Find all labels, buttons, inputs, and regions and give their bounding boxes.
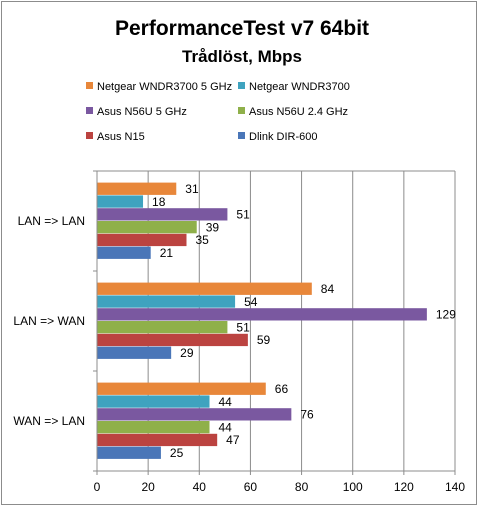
bar: [97, 233, 187, 247]
data-label: 66: [275, 382, 289, 396]
legend-label: Dlink DIR-600: [249, 131, 317, 143]
bar: [97, 382, 266, 395]
bar: [97, 446, 161, 459]
data-label: 51: [236, 320, 250, 334]
data-label: 47: [226, 433, 240, 447]
data-label: 44: [219, 395, 233, 409]
x-tick-label: 0: [94, 480, 101, 494]
data-label: 18: [152, 195, 166, 209]
bar: [97, 246, 151, 259]
bar: [97, 395, 210, 408]
bar: [97, 421, 210, 434]
data-label: 51: [236, 208, 250, 222]
bar: [97, 208, 228, 221]
legend: Netgear WNDR3700 5 GHz Netgear WNDR3700 As…: [86, 81, 350, 143]
bar: [97, 308, 427, 321]
data-label: 31: [185, 182, 199, 196]
bar: [97, 321, 228, 334]
bar: [97, 408, 292, 421]
x-tick-label: 80: [295, 480, 309, 494]
category-label: LAN => WAN: [13, 314, 85, 328]
bar: [97, 282, 312, 295]
chart-title: PerformanceTest v7 64bit: [115, 17, 369, 40]
bar: [97, 433, 218, 447]
bar: [97, 195, 144, 208]
x-tick-label: 20: [141, 480, 155, 494]
x-tick-label: 100: [343, 480, 363, 494]
category-label: WAN => LAN: [13, 414, 85, 428]
data-label: 21: [160, 246, 174, 260]
legend-label: Netgear WNDR3700: [249, 81, 350, 93]
legend-swatch: [86, 132, 93, 139]
legend-label: Asus N15: [97, 131, 145, 143]
legend-label: Asus N56U 2.4 GHz: [249, 106, 348, 118]
bar: [97, 182, 177, 195]
data-label: 59: [257, 333, 271, 347]
legend-swatch: [238, 82, 245, 89]
data-label: 129: [436, 308, 456, 322]
data-label: 29: [180, 346, 194, 360]
data-label: 39: [206, 220, 220, 234]
data-label: 76: [300, 408, 314, 422]
bar: [97, 295, 236, 308]
legend-swatch: [238, 132, 245, 139]
legend-label: Netgear WNDR3700 5 GHz: [97, 81, 232, 93]
x-tick-label: 40: [193, 480, 207, 494]
x-tick-label: 60: [244, 480, 258, 494]
data-label: 54: [244, 295, 258, 309]
x-tick-label: 140: [445, 480, 465, 494]
data-label: 84: [321, 282, 335, 296]
category-label: LAN => LAN: [18, 214, 85, 228]
bar: [97, 221, 197, 234]
bar: [97, 333, 248, 347]
chart-subtitle: Trådlöst, Mbps: [182, 47, 302, 66]
legend-label: Asus N56U 5 GHz: [97, 106, 187, 118]
legend-swatch: [86, 82, 93, 89]
x-tick-label: 120: [394, 480, 414, 494]
bar: [97, 346, 172, 359]
axis: 0 20 40 60 80 100 120 140 LAN => LAN LAN => WAN WA…: [13, 170, 465, 494]
legend-swatch: [86, 107, 93, 114]
data-label: 25: [170, 446, 184, 460]
data-label: 44: [219, 420, 233, 434]
legend-swatch: [238, 107, 245, 114]
data-label: 35: [196, 233, 210, 247]
